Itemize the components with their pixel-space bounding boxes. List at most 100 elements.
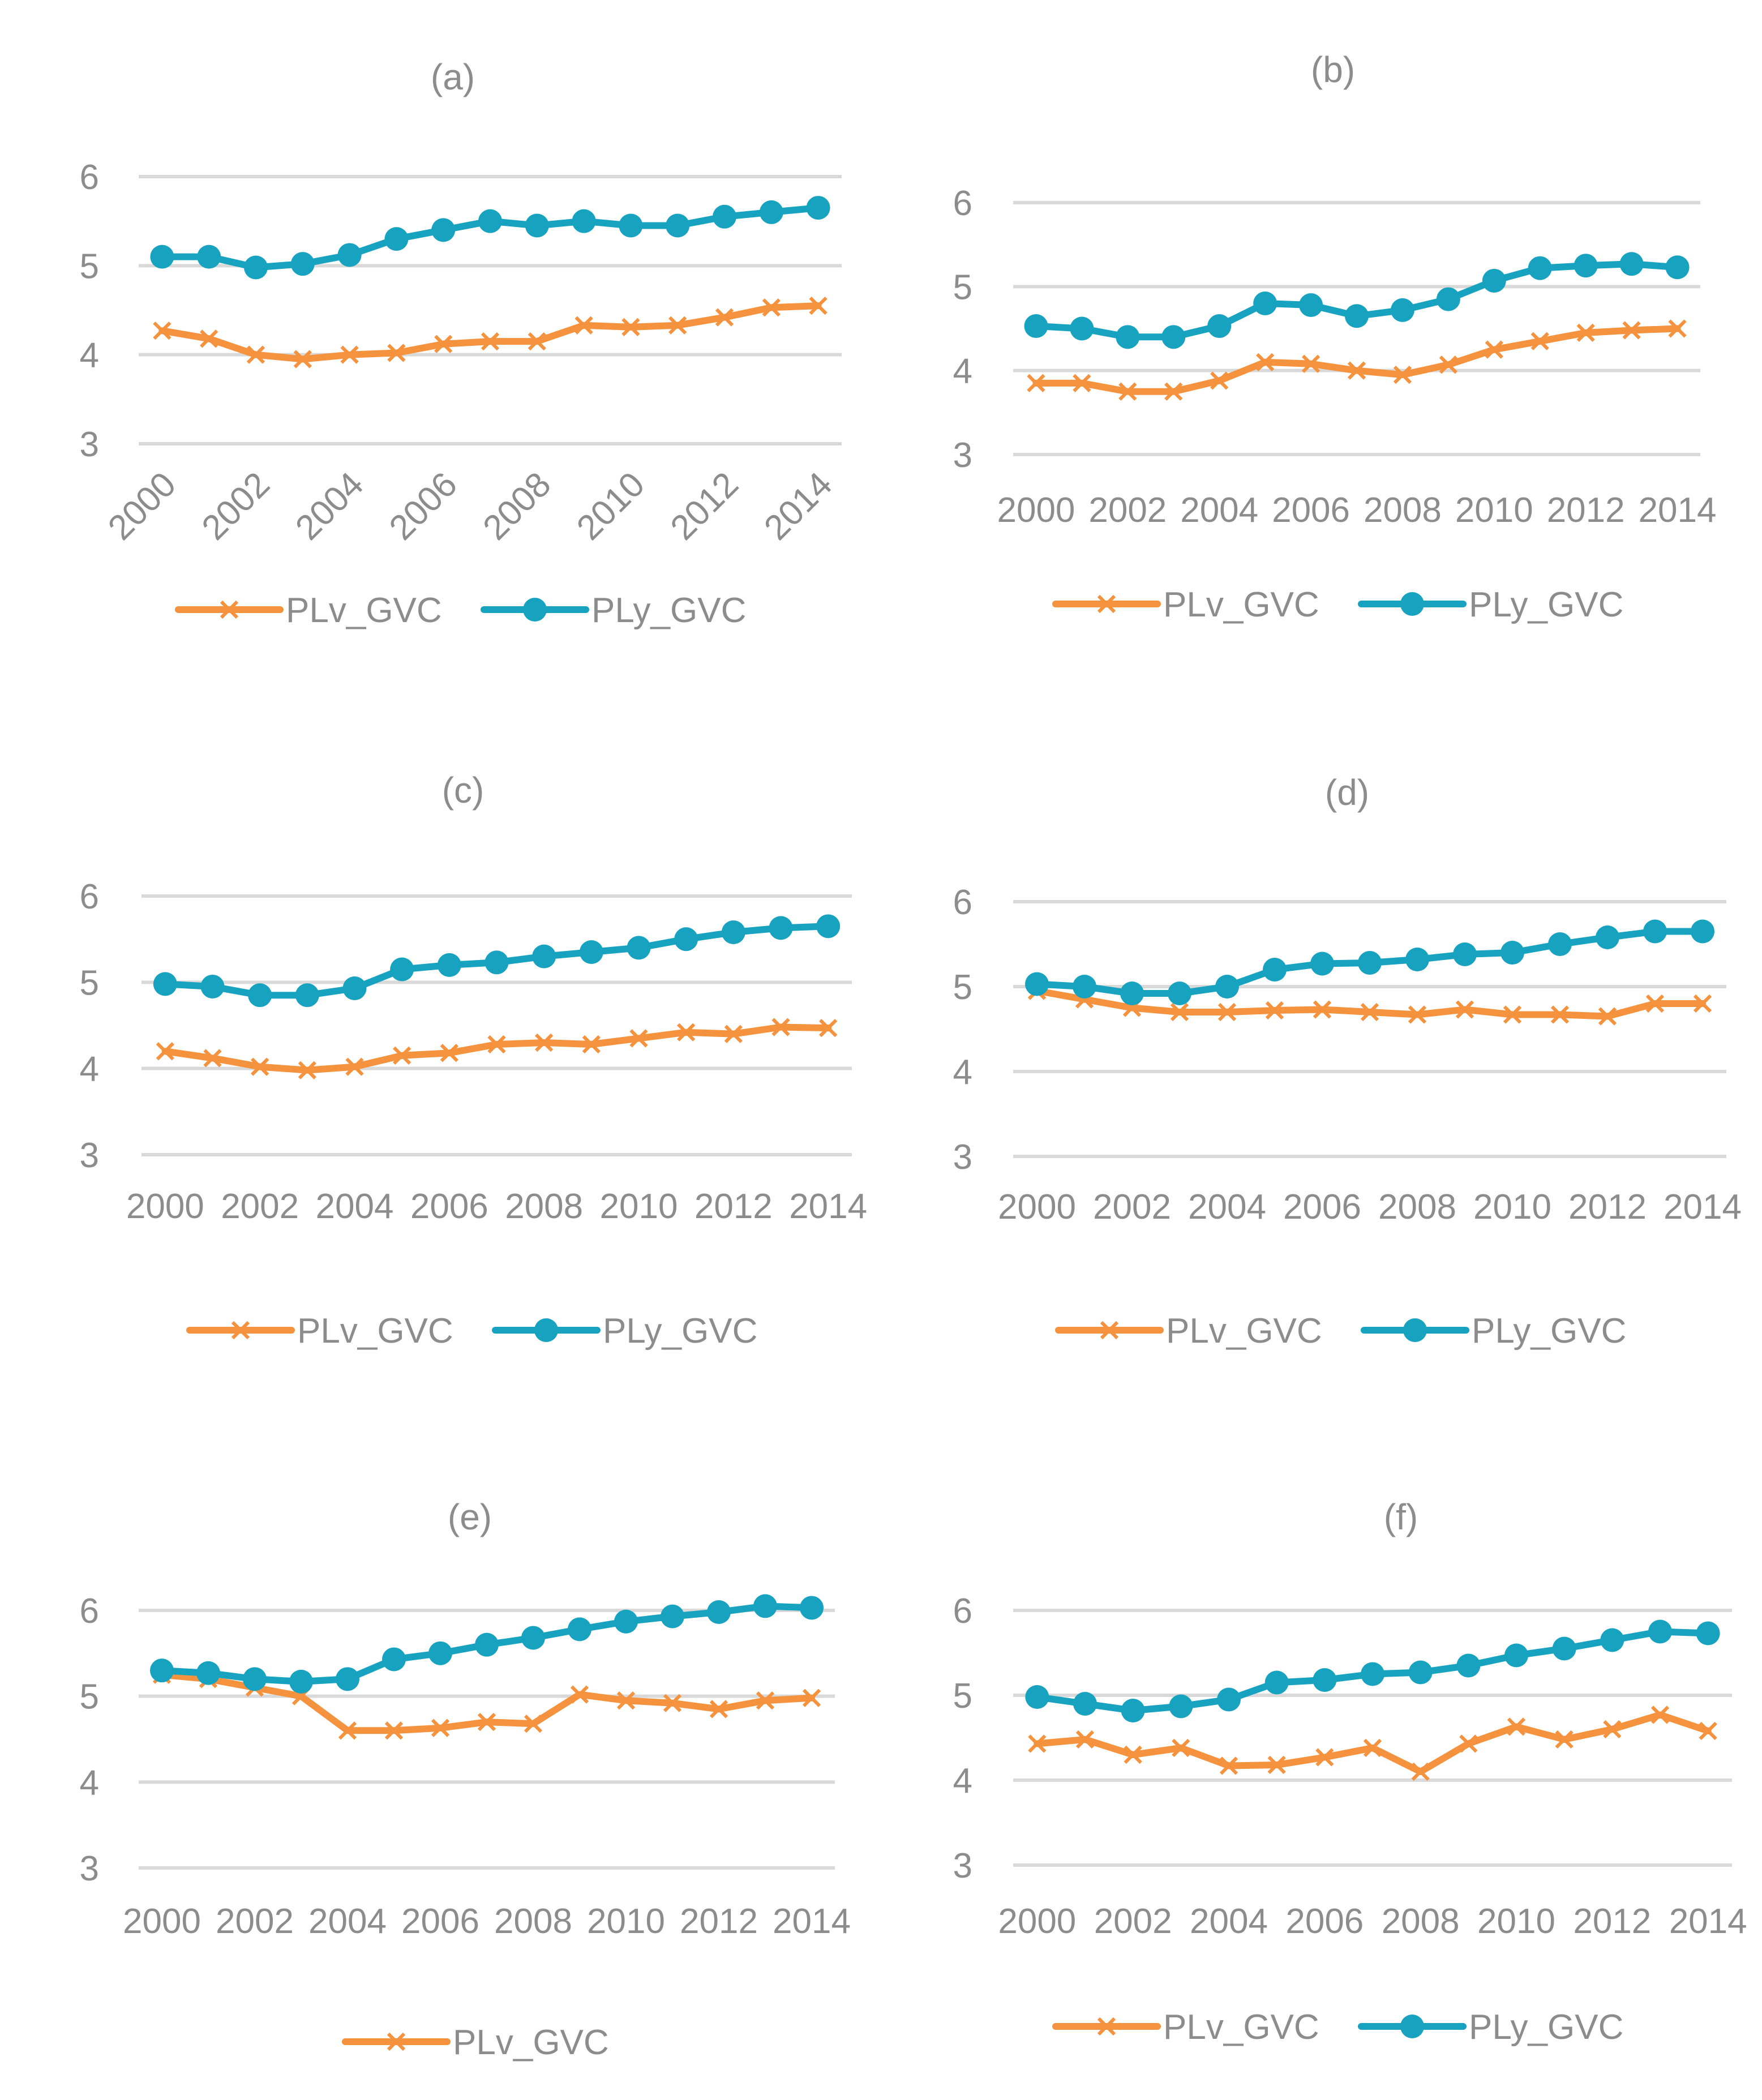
x-tick-label: 2006 bbox=[382, 465, 465, 547]
legend-marker-ply-gvc bbox=[534, 1318, 558, 1342]
data-point-ply-gvc bbox=[1361, 1662, 1384, 1686]
data-point-ply-gvc bbox=[196, 1661, 220, 1685]
legend-item-ply-gvc: PLy_GVC bbox=[1358, 2008, 1623, 2047]
data-point-plv-gvc bbox=[1347, 361, 1366, 380]
data-point-ply-gvc bbox=[1501, 941, 1524, 965]
data-point-plv-gvc bbox=[715, 308, 734, 327]
legend-item-plv-gvc: PLv_GVC bbox=[342, 2023, 609, 2062]
x-tick-label: 2008 bbox=[505, 1187, 583, 1226]
data-point-ply-gvc bbox=[1161, 325, 1186, 349]
x-tick-label: 2006 bbox=[1272, 491, 1350, 530]
y-tick-label: 6 bbox=[80, 877, 99, 916]
legend-label: PLy_GVC bbox=[591, 591, 746, 630]
data-point-plv-gvc bbox=[340, 345, 359, 364]
data-point-ply-gvc bbox=[614, 1609, 638, 1634]
y-tick-label: 4 bbox=[953, 1762, 972, 1801]
data-point-plv-gvc bbox=[1027, 374, 1045, 393]
data-point-plv-gvc bbox=[1170, 1002, 1189, 1022]
data-point-plv-gvc bbox=[1172, 1738, 1190, 1758]
data-point-plv-gvc bbox=[338, 1721, 357, 1740]
chart-panel-a: (a) 3 4 5 6 2000 2002 2004 2006 2008 2010 2012 2014 P… bbox=[80, 57, 842, 630]
x-tick-label: 2014 bbox=[757, 465, 839, 547]
data-point-plv-gvc bbox=[1603, 1720, 1622, 1739]
y-tick-label: 6 bbox=[953, 1592, 972, 1631]
data-point-ply-gvc bbox=[1207, 314, 1232, 338]
data-point-ply-gvc bbox=[1345, 304, 1369, 328]
data-point-ply-gvc bbox=[1264, 1670, 1289, 1695]
data-point-plv-gvc bbox=[487, 1035, 506, 1054]
data-point-ply-gvc bbox=[197, 245, 221, 269]
x-tick-label: 2000 bbox=[997, 491, 1075, 530]
data-point-plv-gvc bbox=[528, 332, 546, 351]
data-point-ply-gvc bbox=[150, 1658, 174, 1683]
data-point-ply-gvc bbox=[485, 950, 509, 975]
data-point-plv-gvc bbox=[1256, 353, 1275, 371]
data-point-ply-gvc bbox=[1600, 1628, 1624, 1652]
series-ply-gvc bbox=[150, 196, 830, 280]
data-point-plv-gvc bbox=[629, 1029, 648, 1048]
x-tick-label: 2008 bbox=[1378, 1188, 1456, 1227]
data-point-plv-gvc bbox=[293, 350, 312, 368]
x-tick-label: 2014 bbox=[1669, 1902, 1747, 1941]
data-point-plv-gvc bbox=[477, 1713, 496, 1732]
data-point-plv-gvc bbox=[709, 1700, 728, 1718]
data-point-ply-gvc bbox=[800, 1596, 824, 1620]
data-point-ply-gvc bbox=[295, 983, 319, 1008]
data-point-plv-gvc bbox=[387, 344, 406, 362]
y-tick-label: 6 bbox=[953, 883, 972, 922]
x-tick-label: 2008 bbox=[1382, 1902, 1460, 1941]
data-point-ply-gvc bbox=[1596, 925, 1619, 949]
legend-item-ply-gvc: PLy_GVC bbox=[481, 591, 746, 630]
x-tick-label: 2000 bbox=[101, 465, 183, 547]
series-plv-gvc bbox=[153, 297, 828, 368]
data-point-ply-gvc bbox=[568, 1617, 591, 1642]
data-point-ply-gvc bbox=[1299, 293, 1323, 317]
legend-marker-ply-gvc bbox=[1403, 1318, 1427, 1342]
y-tick-label: 5 bbox=[953, 968, 972, 1007]
data-point-ply-gvc bbox=[478, 209, 502, 233]
x-tick-label: 2004 bbox=[1188, 1188, 1266, 1227]
data-point-plv-gvc bbox=[1073, 374, 1091, 393]
data-point-ply-gvc bbox=[336, 1667, 359, 1691]
chart-panel-d: (d) 3 4 5 6 2000 2002 2004 2006 2008 2010 2012 2014 P… bbox=[953, 772, 1742, 1351]
chart-title: (c) bbox=[442, 770, 485, 811]
data-point-plv-gvc bbox=[621, 318, 640, 337]
data-point-ply-gvc bbox=[1453, 942, 1477, 966]
legend-label: PLv_GVC bbox=[1163, 585, 1319, 624]
data-point-ply-gvc bbox=[627, 936, 651, 960]
x-tick-label: 2010 bbox=[1455, 491, 1533, 530]
data-point-plv-gvc bbox=[771, 1018, 790, 1036]
data-point-ply-gvc bbox=[1436, 287, 1460, 311]
data-point-ply-gvc bbox=[1408, 1660, 1433, 1685]
legend-marker-plv-gvc bbox=[1097, 2017, 1116, 2036]
data-point-plv-gvc bbox=[535, 1033, 554, 1052]
data-point-ply-gvc bbox=[289, 1669, 313, 1694]
data-point-plv-gvc bbox=[1503, 1005, 1522, 1024]
data-point-ply-gvc bbox=[572, 209, 596, 233]
data-point-plv-gvc bbox=[156, 1042, 174, 1061]
x-tick-label: 2002 bbox=[1093, 1188, 1171, 1227]
data-point-plv-gvc bbox=[481, 332, 500, 351]
data-point-plv-gvc bbox=[663, 1694, 682, 1712]
legend-label: PLv_GVC bbox=[1166, 1312, 1322, 1351]
data-point-ply-gvc bbox=[759, 200, 783, 224]
legend-item-ply-gvc: PLy_GVC bbox=[1361, 1312, 1626, 1351]
data-point-ply-gvc bbox=[1665, 255, 1690, 280]
data-point-ply-gvc bbox=[1121, 1699, 1145, 1722]
x-tick-label: 2014 bbox=[773, 1902, 851, 1941]
y-tick-label: 3 bbox=[80, 425, 99, 464]
data-point-plv-gvc bbox=[1668, 319, 1687, 338]
chart-panel-f: (f) 3 4 5 6 2000 2002 2004 2006 2008 2010 2012 2014 P… bbox=[953, 1497, 1747, 2047]
data-point-ply-gvc bbox=[1116, 325, 1140, 349]
series-ply-gvc bbox=[1025, 919, 1714, 1005]
data-point-plv-gvc bbox=[1315, 1748, 1334, 1767]
data-point-plv-gvc bbox=[1650, 1705, 1670, 1724]
data-point-ply-gvc bbox=[390, 957, 414, 982]
x-tick-label: 2006 bbox=[410, 1187, 488, 1226]
legend-marker-plv-gvc bbox=[1100, 1321, 1119, 1340]
data-point-ply-gvc bbox=[619, 213, 643, 238]
data-point-ply-gvc bbox=[1405, 948, 1429, 971]
data-point-plv-gvc bbox=[1439, 355, 1457, 374]
data-point-plv-gvc bbox=[819, 1018, 838, 1038]
data-point-plv-gvc bbox=[1360, 1002, 1379, 1022]
